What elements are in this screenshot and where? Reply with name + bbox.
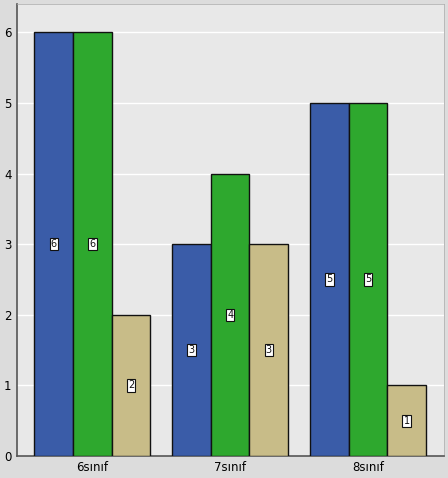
Bar xyxy=(211,174,250,456)
Bar xyxy=(34,33,73,456)
Bar xyxy=(250,244,288,456)
Text: 2: 2 xyxy=(128,380,134,391)
Text: 5: 5 xyxy=(326,274,332,284)
Text: 6: 6 xyxy=(89,239,95,249)
Text: 3: 3 xyxy=(266,345,272,355)
Text: 3: 3 xyxy=(189,345,194,355)
Bar xyxy=(388,385,426,456)
Bar xyxy=(310,103,349,456)
Bar xyxy=(73,33,112,456)
Text: 1: 1 xyxy=(404,416,409,426)
Bar xyxy=(112,315,150,456)
Text: 4: 4 xyxy=(227,310,233,320)
Bar xyxy=(349,103,388,456)
Text: 6: 6 xyxy=(51,239,57,249)
Bar xyxy=(172,244,211,456)
Text: 5: 5 xyxy=(365,274,371,284)
